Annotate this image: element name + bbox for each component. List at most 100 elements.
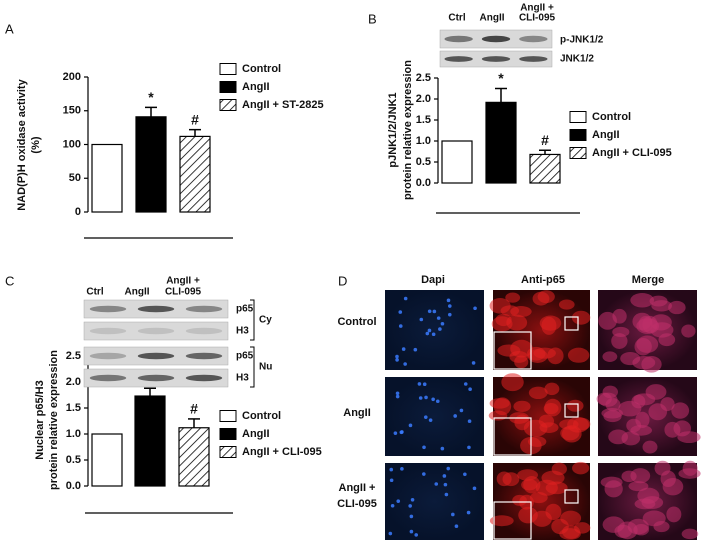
nucleus	[428, 418, 433, 422]
y-axis-label: NAD(P)H oxidase activity	[16, 78, 28, 210]
nucleus	[440, 446, 445, 451]
cell	[626, 418, 642, 433]
cell	[605, 397, 621, 412]
row-label: CLI-095	[337, 498, 377, 510]
nucleus	[398, 310, 403, 314]
y-tick-label: 1.5	[416, 114, 431, 126]
nucleus	[451, 512, 455, 517]
cell	[653, 520, 670, 533]
legend-swatch	[569, 111, 587, 123]
inset-marker	[564, 489, 579, 504]
nucleus	[431, 332, 436, 337]
nucleus	[417, 382, 422, 386]
y-tick-label: 0	[75, 206, 81, 218]
cell	[641, 355, 662, 373]
legend-swatch	[219, 99, 237, 111]
nucleus	[400, 467, 404, 471]
blot-band	[519, 35, 548, 43]
y-tick-label: 2.5	[66, 350, 81, 362]
cell	[671, 402, 690, 419]
y-axis-label: protein relative expression	[48, 350, 60, 490]
nucleus	[422, 445, 426, 450]
nucleus	[431, 397, 435, 402]
nucleus	[443, 482, 448, 487]
cell	[527, 436, 547, 447]
nucleus	[463, 382, 468, 386]
significance-label: #	[191, 111, 199, 127]
blot-band	[481, 56, 511, 62]
panel-letter: C	[5, 273, 14, 288]
nucleus	[424, 395, 428, 400]
y-tick-label: 150	[63, 105, 81, 117]
cell	[544, 398, 562, 417]
cell	[551, 518, 569, 535]
lane-label: AngII +	[166, 276, 200, 287]
nucleus	[403, 362, 407, 366]
inset	[493, 417, 532, 456]
blot-band	[137, 305, 175, 313]
nucleus	[453, 414, 457, 418]
significance-label: #	[190, 401, 198, 417]
cell	[681, 324, 696, 338]
y-tick-label: 1.0	[416, 135, 431, 147]
band-label: p-JNK1/2	[560, 35, 604, 46]
cell	[521, 479, 538, 491]
blot-band	[137, 327, 175, 335]
nucleus	[398, 324, 403, 328]
bar	[529, 153, 561, 184]
legend-swatch	[569, 147, 587, 159]
cell	[642, 440, 658, 454]
bracket	[250, 346, 255, 388]
lane-label: CLI-095	[519, 13, 556, 24]
cell	[571, 310, 591, 325]
cell	[636, 318, 660, 334]
blot-band	[89, 374, 127, 382]
cell	[617, 521, 638, 540]
band-label: p65	[236, 351, 254, 362]
y-tick-label: 200	[63, 71, 81, 83]
nucleus	[395, 358, 399, 362]
y-tick-label: 2.0	[66, 376, 81, 388]
y-axis-label: (%)	[30, 136, 42, 153]
bar	[135, 116, 167, 213]
cell	[666, 506, 682, 523]
cell	[608, 429, 628, 445]
cell	[518, 506, 538, 524]
legend-label: AngII	[592, 129, 620, 141]
micrograph	[385, 290, 484, 370]
nucleus	[410, 497, 415, 502]
significance-label: #	[541, 132, 549, 148]
cell	[544, 382, 560, 396]
cell	[567, 399, 584, 412]
nucleus	[447, 312, 452, 317]
cell	[514, 355, 529, 369]
y-axis-label: protein relative expression	[402, 60, 414, 200]
y-tick-label: 2.5	[416, 72, 431, 84]
blot-band	[444, 35, 473, 43]
lane-label: AngII +	[520, 3, 554, 14]
y-tick-label: 50	[69, 172, 81, 184]
cell	[630, 468, 651, 484]
lane-label: Ctrl	[86, 287, 103, 298]
y-axis-label: pJNK1/2/JNK1	[387, 92, 399, 167]
cell	[545, 503, 562, 521]
nucleus	[472, 486, 477, 491]
nucleus	[463, 472, 467, 477]
cell	[637, 487, 660, 504]
panel-letter: D	[338, 273, 347, 288]
cell	[654, 460, 671, 476]
legend-label: Control	[592, 111, 631, 123]
nucleus	[444, 492, 449, 497]
bar	[485, 101, 517, 184]
cell	[541, 470, 565, 485]
micrograph	[385, 463, 484, 540]
blot-band	[185, 305, 223, 313]
legend-swatch	[219, 81, 237, 93]
lane-label: CLI-095	[165, 287, 202, 298]
band-label: p65	[236, 304, 254, 315]
cell	[677, 431, 701, 444]
legend-swatch	[219, 428, 237, 440]
cell	[533, 347, 556, 359]
cell	[561, 425, 582, 443]
cell	[501, 373, 524, 392]
